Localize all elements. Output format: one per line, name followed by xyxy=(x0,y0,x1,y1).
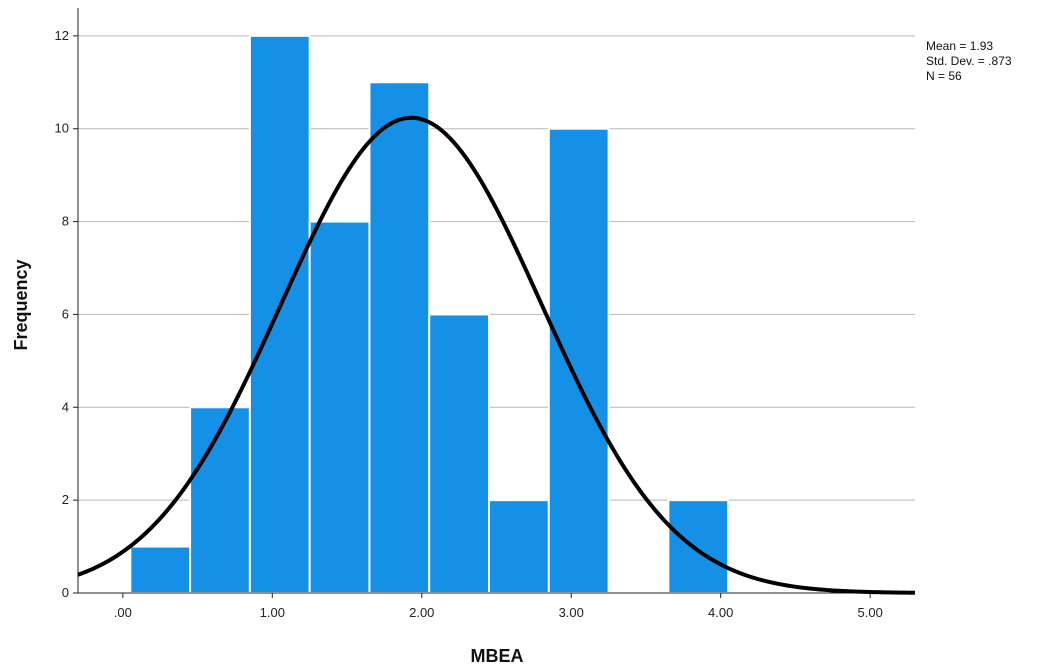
y-tick-label: 12 xyxy=(55,28,69,43)
histogram-bar xyxy=(189,406,251,594)
histogram-bar xyxy=(667,499,730,594)
y-tick-label: 2 xyxy=(62,492,69,507)
x-tick-label: 3.00 xyxy=(559,605,584,620)
normal-curve xyxy=(77,115,916,595)
axes xyxy=(73,8,915,598)
histogram-bar xyxy=(308,220,371,594)
histogram-bar xyxy=(547,127,610,594)
y-tick-label: 0 xyxy=(62,585,69,600)
x-tick-label: .00 xyxy=(114,605,132,620)
y-tick-label: 8 xyxy=(62,214,69,229)
y-tick-label: 10 xyxy=(55,121,69,136)
statistics-legend: Mean = 1.93 Std. Dev. = .873 N = 56 xyxy=(926,39,1012,83)
normal-curve-group xyxy=(77,115,916,595)
stat-mean: Mean = 1.93 xyxy=(926,39,993,53)
x-axis-title: MBEA xyxy=(471,646,524,666)
tick-labels: 0 2 4 6 8 10 12 .00 1.00 2.00 3.00 4.00 5.00 xyxy=(55,28,883,620)
histogram-bars xyxy=(129,34,730,595)
histogram-bar xyxy=(248,34,311,595)
y-axis-title: Frequency xyxy=(11,259,31,350)
histogram-bar xyxy=(368,81,431,595)
y-tick-label: 6 xyxy=(62,306,69,321)
stat-std-dev: Std. Dev. = .873 xyxy=(926,54,1012,68)
x-tick-label: 5.00 xyxy=(858,605,883,620)
x-tick-label: 4.00 xyxy=(708,605,733,620)
histogram-bar xyxy=(488,499,550,594)
histogram-bar xyxy=(428,313,491,594)
stat-n: N = 56 xyxy=(926,69,962,83)
histogram-bar xyxy=(129,545,192,594)
x-tick-label: 1.00 xyxy=(260,605,285,620)
x-tick-label: 2.00 xyxy=(409,605,434,620)
y-tick-label: 4 xyxy=(62,399,69,414)
